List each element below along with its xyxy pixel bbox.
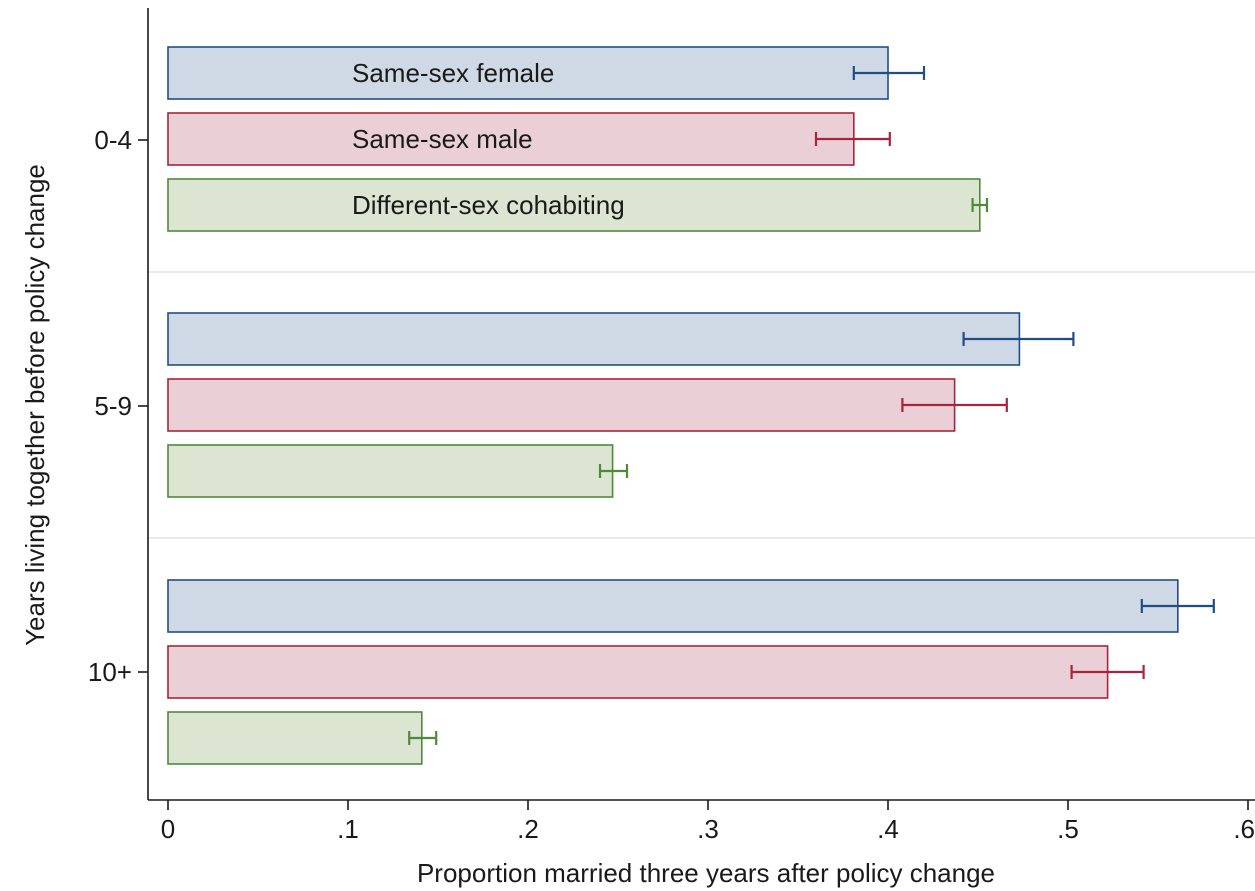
x-tick-label-3: .3 (697, 814, 719, 844)
bar-labels-layer: Same-sex female Same-sex male Different-se… (352, 58, 625, 220)
y-tick-label-0-4: 0-4 (94, 125, 132, 155)
y-axis-title: Years living together before policy chan… (20, 164, 50, 646)
group-separators (148, 271, 1255, 539)
x-tick-label-4: .4 (877, 814, 899, 844)
series-label-same-sex-male: Same-sex male (352, 124, 533, 154)
bar-5-9-same-sex-female (167, 312, 1021, 366)
y-tick-label-10: 10+ (88, 657, 132, 687)
bar-0-4-different-sex-cohabiting (167, 178, 981, 232)
bar-10-same-sex-male (167, 645, 1109, 699)
bar-0-4-same-sex-male (167, 112, 855, 166)
y-tick-label-5-9: 5-9 (94, 391, 132, 421)
x-axis-title: Proportion married three years after pol… (417, 858, 995, 888)
bar-10-same-sex-female (167, 579, 1179, 633)
error-bar-0-4-different-sex-cohabiting (971, 198, 989, 212)
error-bar-0-4-same-sex-male (814, 132, 891, 146)
x-tick-label-0: 0 (161, 814, 175, 844)
error-bars-layer (408, 66, 1215, 745)
x-tick-label-6: .6 (1233, 814, 1255, 844)
bars-layer (167, 46, 1179, 765)
error-bar-5-9-same-sex-female (962, 332, 1075, 346)
x-tick-layer: 0 .1 .2 .3 .4 .5 .6 (161, 800, 1255, 844)
y-tick-layer: 0-4 5-9 10+ (88, 125, 148, 687)
error-bar-10-same-sex-male (1070, 665, 1145, 679)
x-tick-label-2: .2 (517, 814, 539, 844)
x-tick-label-1: .1 (337, 814, 359, 844)
series-label-same-sex-female: Same-sex female (352, 58, 554, 88)
error-bar-10-same-sex-female (1140, 599, 1215, 613)
bar-5-9-same-sex-male (167, 378, 956, 432)
error-bar-10-different-sex-cohabiting (408, 731, 438, 745)
series-label-different-sex-cohabiting: Different-sex cohabiting (352, 190, 625, 220)
error-bar-5-9-different-sex-cohabiting (598, 464, 629, 478)
x-tick-label-5: .5 (1057, 814, 1079, 844)
error-bar-0-4-same-sex-female (852, 66, 926, 80)
bar-10-different-sex-cohabiting (167, 711, 423, 765)
bar-0-4-same-sex-female (167, 46, 889, 100)
error-bar-5-9-same-sex-male (901, 398, 1008, 412)
bar-5-9-different-sex-cohabiting (167, 444, 614, 498)
